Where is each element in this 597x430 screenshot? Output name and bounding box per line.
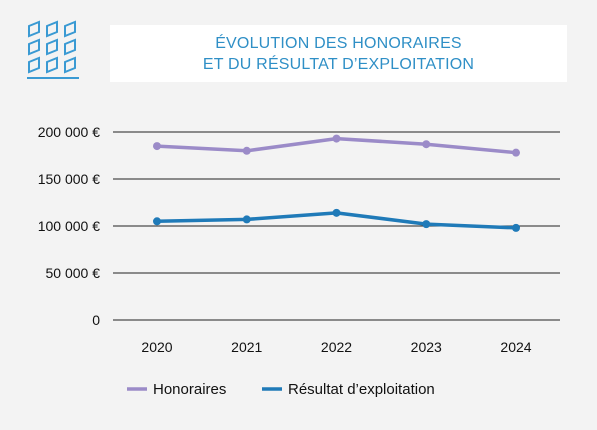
y-tick-label: 150 000 € xyxy=(38,171,100,187)
legend: Honoraires Résultat d’exploitation xyxy=(127,381,435,398)
legend-label: Honoraires xyxy=(153,381,226,398)
chart-title-line-2: ET DU RÉSULTAT D’EXPLOITATION xyxy=(202,55,475,73)
data-point xyxy=(153,217,161,226)
data-point xyxy=(512,223,520,232)
y-tick-label: 100 000 € xyxy=(38,218,100,234)
building-windows-icon xyxy=(27,20,79,79)
x-tick-label: 2024 xyxy=(500,339,531,355)
x-tick-label: 2020 xyxy=(141,339,172,355)
x-tick-label: 2022 xyxy=(321,339,352,355)
y-tick-label: 0 xyxy=(92,312,100,328)
y-axis-ticks: 0 50 000 € 100 000 € 150 000 € 200 000 € xyxy=(38,124,101,328)
x-axis-ticks: 2020 2021 2022 2023 2024 xyxy=(141,339,531,355)
grid-lines xyxy=(113,131,560,321)
data-point xyxy=(422,140,431,149)
legend-label: Résultat d’exploitation xyxy=(288,381,435,398)
x-tick-label: 2021 xyxy=(231,339,262,355)
data-point xyxy=(332,134,341,143)
data-point xyxy=(422,220,431,229)
series-lines xyxy=(153,134,520,232)
data-point xyxy=(332,208,341,217)
data-point xyxy=(153,142,161,151)
data-point xyxy=(242,146,251,155)
data-point xyxy=(242,215,251,224)
data-point xyxy=(512,148,520,157)
y-tick-label: 200 000 € xyxy=(38,124,100,140)
chart-title-box: ÉVOLUTION DES HONORAIRES ET DU RÉSULTAT … xyxy=(110,25,567,82)
chart-title-line-1: ÉVOLUTION DES HONORAIRES xyxy=(215,34,462,52)
x-tick-label: 2023 xyxy=(411,339,442,355)
y-tick-label: 50 000 € xyxy=(46,265,101,281)
